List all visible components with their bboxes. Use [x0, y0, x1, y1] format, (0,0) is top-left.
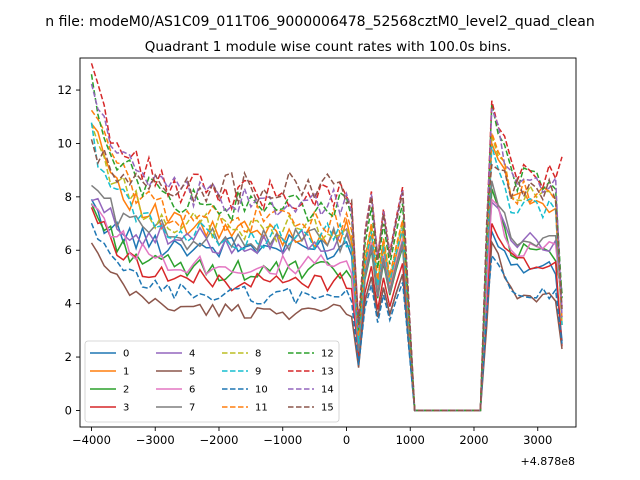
x-tick-label: 1000	[396, 433, 425, 447]
chart-title: Quadrant 1 module wise count rates with …	[145, 39, 511, 55]
series-line-15	[90, 139, 563, 412]
legend-box	[84, 340, 340, 423]
series-line-6	[91, 197, 563, 412]
legend-label: 7	[189, 403, 195, 414]
legend-label: 5	[189, 367, 195, 378]
y-tick-label: 2	[65, 350, 72, 364]
series-line-3	[90, 207, 563, 412]
x-tick-label: −1000	[263, 433, 302, 447]
y-axis: 0 2 4 6 8 10 12	[57, 83, 80, 417]
x-tick-label: 3000	[523, 433, 552, 447]
series-line-9	[90, 122, 563, 412]
x-tick-label: 2000	[459, 433, 488, 447]
legend-label: 10	[255, 385, 268, 396]
series-line-10	[90, 222, 563, 412]
series-line-7	[91, 180, 563, 412]
x-offset-label: +4.878e8	[521, 455, 575, 468]
y-tick-label: 12	[57, 83, 72, 97]
y-tick-label: 4	[65, 297, 72, 311]
legend-label: 11	[255, 403, 268, 414]
legend-label: 6	[189, 385, 195, 396]
series-line-11	[90, 109, 563, 412]
legend-label: 4	[189, 349, 195, 360]
series-line-5	[90, 239, 563, 412]
legend-label: 2	[123, 385, 129, 396]
x-tick-label: −2000	[200, 433, 239, 447]
legend-label: 14	[321, 385, 334, 396]
legend-label: 12	[321, 349, 334, 360]
x-tick-label: −3000	[136, 433, 175, 447]
plot-lines	[90, 63, 563, 412]
legend-label: 15	[321, 403, 334, 414]
x-tick-label: −4000	[72, 433, 111, 447]
y-tick-label: 0	[65, 403, 72, 417]
series-line-2	[90, 188, 563, 412]
series-line-13	[90, 63, 563, 412]
legend-label: 9	[255, 367, 261, 378]
legend-label: 1	[123, 367, 129, 378]
series-line-14	[90, 83, 563, 412]
figure-suptitle: n file: modeM0/AS1C09_011T06_9000006478_…	[45, 14, 594, 30]
y-tick-label: 8	[65, 190, 72, 204]
x-tick-label: 0	[343, 433, 350, 447]
legend-label: 8	[255, 349, 261, 360]
legend-label: 13	[321, 367, 334, 378]
legend-label: 3	[123, 403, 129, 414]
y-tick-label: 10	[57, 136, 72, 150]
legend-label: 0	[123, 349, 129, 360]
x-axis: −4000 −3000 −2000 −1000 0 1000 2000 3000	[72, 427, 552, 447]
y-tick-label: 6	[65, 243, 72, 257]
axes-frame	[79, 57, 577, 428]
